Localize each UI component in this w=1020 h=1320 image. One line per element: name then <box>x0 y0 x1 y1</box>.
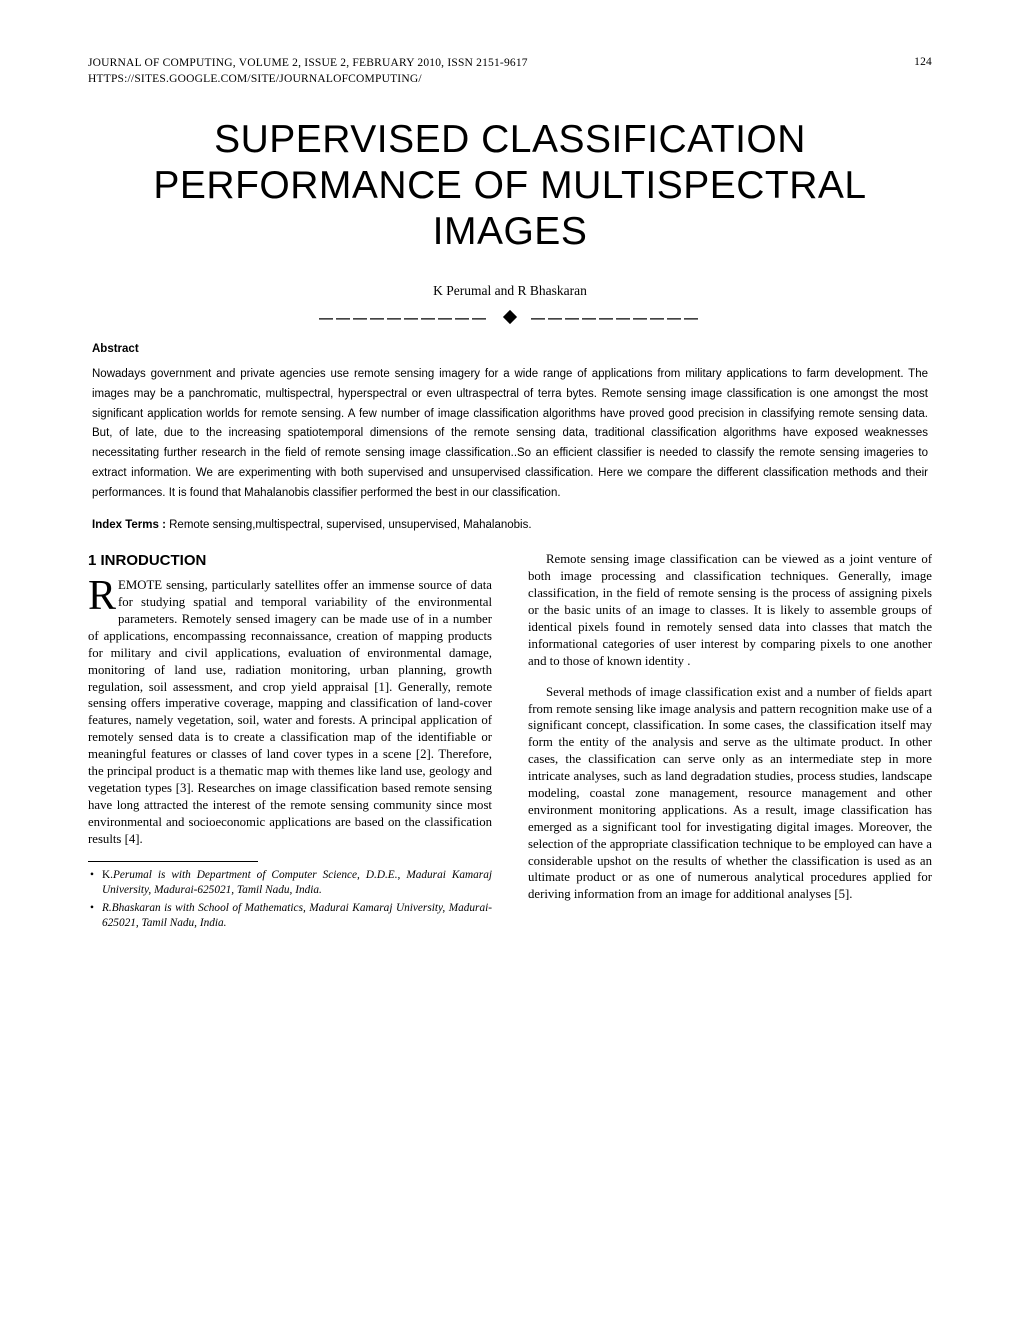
journal-line-2: HTTPS://SITES.GOOGLE.COM/SITE/JOURNALOFC… <box>88 72 528 88</box>
column-left: 1 INRODUCTION REMOTE sensing, particular… <box>88 551 492 933</box>
abstract-heading: Abstract <box>92 343 928 355</box>
paper-title: SUPERVISED CLASSIFICATION PERFORMANCE OF… <box>88 117 932 255</box>
index-terms: Index Terms : Remote sensing,multispectr… <box>92 519 928 531</box>
running-header: JOURNAL OF COMPUTING, VOLUME 2, ISSUE 2,… <box>88 56 932 87</box>
section-1-para-1: REMOTE sensing, particularly satellites … <box>88 577 492 847</box>
affiliation-prefix: K. <box>102 869 113 881</box>
col2-para-2: Several methods of image classification … <box>528 684 932 904</box>
ornamental-divider: —————————— —————————— <box>88 309 932 325</box>
dash-run-right: —————————— <box>531 307 701 328</box>
affiliations: K.Perumal is with Department of Computer… <box>88 868 492 930</box>
page-number: 124 <box>914 56 932 68</box>
index-terms-text: Remote sensing,multispectral, supervised… <box>169 519 531 531</box>
section-1-para-1-text: EMOTE sensing, particularly satellites o… <box>88 578 492 845</box>
affiliation-item: K.Perumal is with Department of Computer… <box>88 868 492 897</box>
affiliation-divider <box>88 861 258 862</box>
abstract-body: Nowadays government and private agencies… <box>92 365 928 503</box>
body-columns: 1 INRODUCTION REMOTE sensing, particular… <box>88 551 932 933</box>
affiliation-item: R.Bhaskaran is with School of Mathematic… <box>88 901 492 930</box>
index-terms-label: Index Terms : <box>92 519 169 531</box>
dash-run-left: —————————— <box>319 307 489 328</box>
abstract-block: Abstract Nowadays government and private… <box>88 343 932 531</box>
col2-para-1: Remote sensing image classification can … <box>528 551 932 669</box>
dropcap: R <box>88 577 118 613</box>
section-1-heading: 1 INRODUCTION <box>88 551 492 571</box>
journal-info: JOURNAL OF COMPUTING, VOLUME 2, ISSUE 2,… <box>88 56 528 87</box>
affiliation-text: Perumal is with Department of Computer S… <box>102 869 492 896</box>
column-right: Remote sensing image classification can … <box>528 551 932 933</box>
authors: K Perumal and R Bhaskaran <box>88 283 932 299</box>
diamond-icon <box>503 310 517 324</box>
journal-line-1: JOURNAL OF COMPUTING, VOLUME 2, ISSUE 2,… <box>88 56 528 72</box>
affiliation-text: R.Bhaskaran is with School of Mathematic… <box>102 902 492 929</box>
